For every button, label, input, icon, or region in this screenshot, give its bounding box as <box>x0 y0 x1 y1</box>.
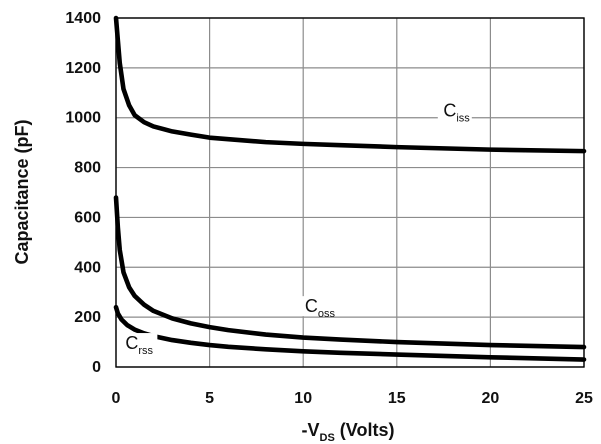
x-tick-label-0: 0 <box>112 390 121 407</box>
x-tick-label-20: 20 <box>482 390 500 407</box>
y-tick-labels: 0 200 400 600 800 1000 1200 1400 <box>65 10 101 376</box>
x-axis-title-main: -V <box>302 420 320 440</box>
series-label-0-background <box>437 100 472 123</box>
y-tick-label-1400: 1400 <box>65 10 101 27</box>
series-line-1 <box>113 195 587 350</box>
y-tick-label-800: 800 <box>74 160 101 177</box>
x-axis-title-tail: (Volts) <box>335 420 395 440</box>
series-label-1-background <box>297 296 338 317</box>
x-tick-label-5: 5 <box>205 390 214 407</box>
y-tick-label-1000: 1000 <box>65 110 101 127</box>
series-label-2: Crss <box>125 333 153 357</box>
series-line-2 <box>113 304 587 362</box>
series-label-2-subscript: rss <box>138 345 153 357</box>
plot-frame <box>115 17 585 368</box>
series-label-0-main: C <box>443 100 456 120</box>
y-tick-label-600: 600 <box>74 209 101 226</box>
series-label-0: Ciss <box>443 100 470 124</box>
y-tick-label-400: 400 <box>74 259 101 276</box>
grid <box>115 17 585 368</box>
x-tick-labels: 0 5 10 15 20 25 <box>112 390 593 407</box>
x-tick-label-25: 25 <box>575 390 593 407</box>
y-tick-label-200: 200 <box>74 309 101 326</box>
series-label-0-subscript: iss <box>456 112 470 124</box>
y-axis-title: Capacitance (pF) <box>12 119 32 264</box>
x-axis-title-sub: DS <box>320 432 335 444</box>
y-tick-label-0: 0 <box>92 359 101 376</box>
series-label-2-background <box>123 333 158 354</box>
x-tick-label-15: 15 <box>388 390 406 407</box>
series-label-1: Coss <box>305 296 336 320</box>
series-label-2-main: C <box>125 333 138 353</box>
x-tick-label-10: 10 <box>294 390 312 407</box>
series-lines <box>113 15 587 362</box>
series-label-1-main: C <box>305 296 318 316</box>
y-tick-label-1200: 1200 <box>65 60 101 77</box>
series-line-0 <box>113 15 587 154</box>
series-label-1-subscript: oss <box>318 308 336 320</box>
x-axis-title: -VDS (Volts) <box>302 420 395 444</box>
